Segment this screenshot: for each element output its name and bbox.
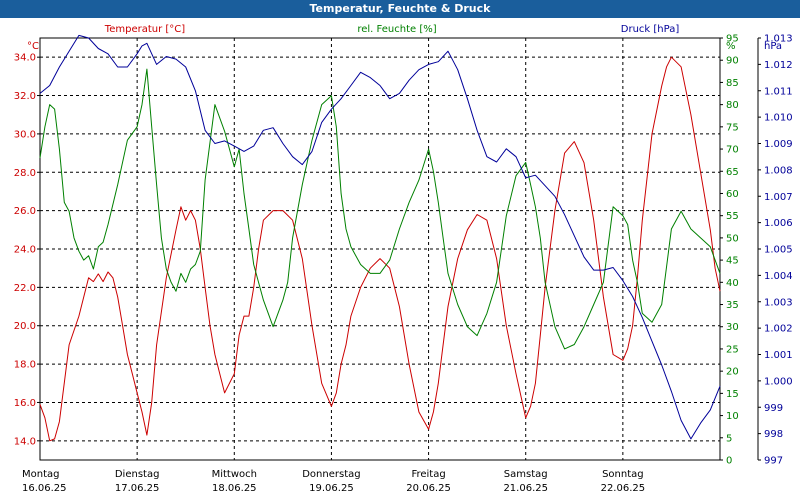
x-day-label: Donnerstag	[302, 469, 360, 480]
left-tick-label: 34.0	[14, 53, 36, 64]
x-day-label: Freitag	[411, 469, 445, 480]
middle-axis-unit: %	[726, 41, 736, 52]
right-tick-label: 1.004	[764, 271, 793, 282]
x-day-label: Sonntag	[602, 469, 644, 480]
left-tick-label: 14.0	[14, 436, 36, 447]
middle-tick-label: 20	[726, 367, 739, 378]
middle-tick-label: 15	[726, 389, 739, 400]
right-tick-label: 1.013	[764, 34, 793, 45]
series-line	[39, 56, 721, 442]
legend-entry: rel. Feuchte [%]	[357, 24, 436, 35]
right-tick-label: 1.010	[764, 113, 793, 124]
middle-tick-label: 25	[726, 344, 739, 355]
left-tick-label: 18.0	[14, 360, 36, 371]
middle-tick-label: 95	[726, 34, 739, 45]
series-line	[39, 68, 721, 350]
right-tick-label: 1.001	[764, 350, 793, 361]
middle-tick-label: 45	[726, 256, 739, 267]
middle-tick-label: 55	[726, 211, 739, 222]
x-day-label: Samstag	[504, 469, 548, 480]
right-tick-label: 1.008	[764, 165, 793, 176]
left-tick-label: 32.0	[14, 91, 36, 102]
right-tick-label: 1.002	[764, 324, 793, 335]
right-tick-label: 998	[764, 429, 783, 440]
x-day-label: Mittwoch	[212, 469, 257, 480]
series-lines	[39, 34, 721, 442]
x-date-label: 19.06.25	[309, 483, 354, 494]
x-date-label: 21.06.25	[503, 483, 548, 494]
axis-labels: 14.0 16.0 18.0 20.0 22.0 24.0 26.0 28.0 30.0 32.0…	[14, 24, 793, 494]
legend-entry: Druck [hPa]	[621, 24, 680, 35]
right-tick-label: 999	[764, 403, 783, 414]
weather-chart: 14.0 16.0 18.0 20.0 22.0 24.0 26.0 28.0 30.0 32.0…	[14, 24, 793, 494]
right-tick-label: 1.003	[764, 297, 793, 308]
middle-tick-label: 70	[726, 145, 739, 156]
middle-tick-label: 50	[726, 233, 739, 244]
x-date-label: 20.06.25	[406, 483, 451, 494]
right-tick-label: 997	[764, 456, 783, 467]
left-tick-label: 30.0	[14, 129, 36, 140]
middle-tick-label: 65	[726, 167, 739, 178]
right-tick-label: 1.009	[764, 139, 793, 150]
middle-tick-label: 10	[726, 411, 739, 422]
middle-tick-label: 80	[726, 100, 739, 111]
series-line	[39, 34, 721, 440]
left-tick-label: 22.0	[14, 283, 36, 294]
x-date-label: 22.06.25	[601, 483, 646, 494]
x-day-label: Montag	[22, 469, 59, 480]
left-tick-label: 16.0	[14, 398, 36, 409]
middle-tick-label: 30	[726, 322, 739, 333]
middle-tick-label: 35	[726, 300, 739, 311]
left-tick-label: 24.0	[14, 245, 36, 256]
left-tick-label: 28.0	[14, 168, 36, 179]
middle-tick-label: 60	[726, 189, 739, 200]
middle-tick-label: 75	[726, 122, 739, 133]
middle-tick-label: 85	[726, 78, 739, 89]
right-tick-label: 1.005	[764, 245, 793, 256]
x-day-label: Dienstag	[115, 469, 160, 480]
right-tick-label: 1.011	[764, 86, 793, 97]
x-date-label: 16.06.25	[22, 483, 67, 494]
left-axis-unit: °C	[27, 41, 39, 52]
middle-tick-label: 40	[726, 278, 739, 289]
middle-tick-label: 5	[726, 433, 732, 444]
x-date-label: 18.06.25	[212, 483, 257, 494]
window-title: Temperatur, Feuchte & Druck	[0, 0, 800, 18]
x-date-label: 17.06.25	[115, 483, 160, 494]
right-tick-label: 1.000	[764, 376, 793, 387]
right-tick-label: 1.007	[764, 192, 793, 203]
right-tick-label: 1.012	[764, 60, 793, 71]
left-tick-label: 20.0	[14, 321, 36, 332]
grid-lines	[40, 38, 720, 460]
middle-tick-label: 90	[726, 56, 739, 67]
right-axis-unit: hPa	[764, 41, 782, 52]
legend-entry: Temperatur [°C]	[104, 24, 185, 35]
middle-tick-label: 0	[726, 456, 732, 467]
right-tick-label: 1.006	[764, 218, 793, 229]
left-tick-label: 26.0	[14, 206, 36, 217]
axes	[37, 37, 761, 461]
